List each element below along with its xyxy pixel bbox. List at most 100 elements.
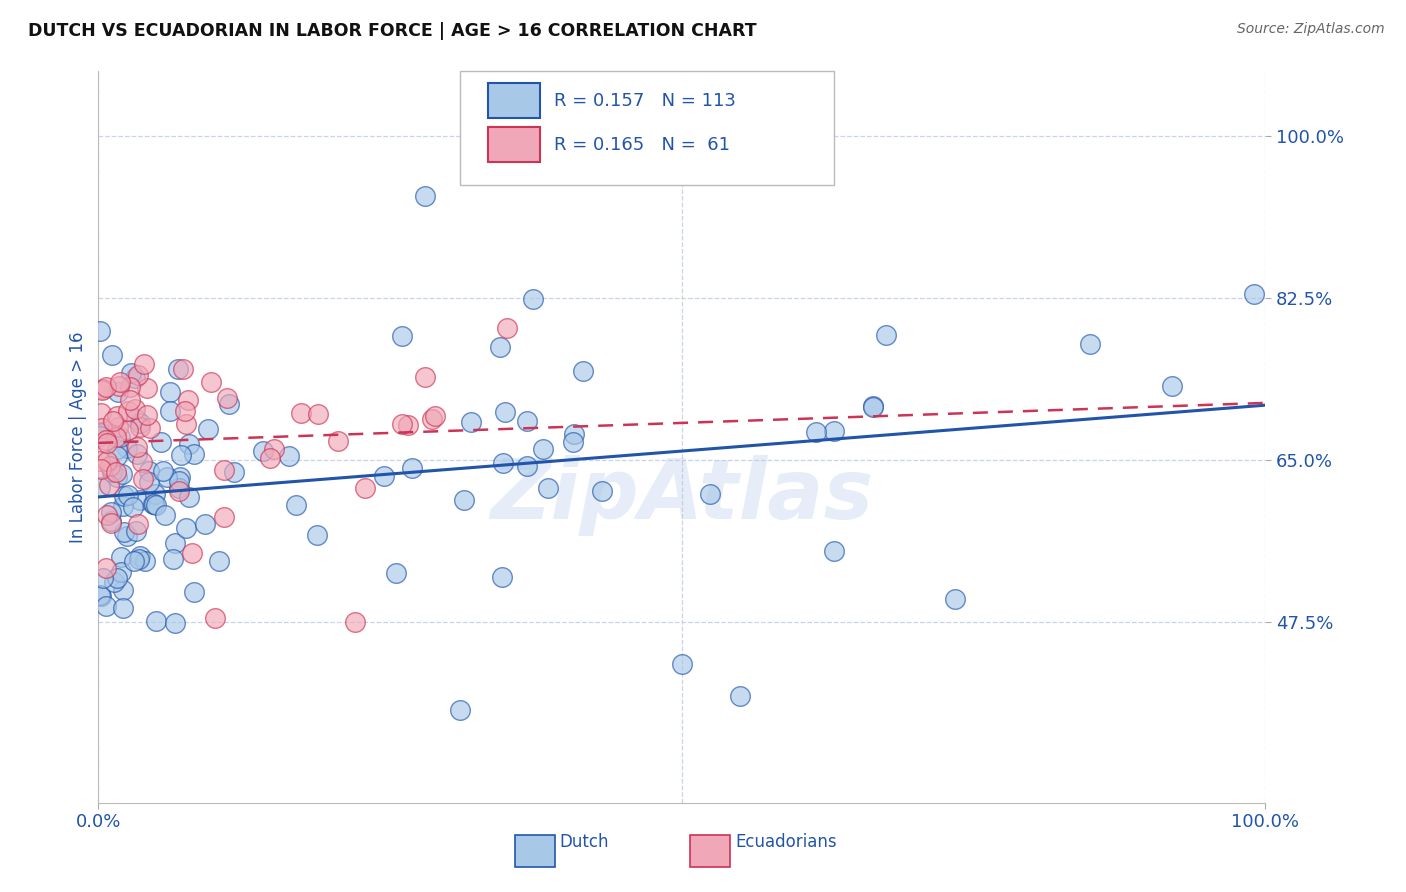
Point [103,575,125,590]
FancyBboxPatch shape [460,71,834,185]
Point [391,329,413,343]
Point [224,465,246,479]
Point [101,463,124,477]
Point [174,520,197,534]
Point [494,405,516,419]
Point [177,491,200,505]
Point [449,703,471,717]
Point [259,450,281,465]
Point [453,493,475,508]
Point [194,516,217,531]
Point [671,657,693,671]
Point [875,327,897,342]
Point [354,481,377,495]
Point [100,466,122,480]
Point [149,434,172,449]
Point [572,364,595,378]
Point [307,407,329,421]
Point [110,565,132,579]
Point [167,481,190,495]
Point [139,421,162,435]
Point [562,426,585,441]
Point [174,403,197,417]
Point [391,417,413,431]
Point [110,430,132,444]
Point [118,380,141,394]
Point [129,549,152,564]
Point [420,412,443,426]
Text: R = 0.165   N =  61: R = 0.165 N = 61 [554,136,730,153]
Point [537,482,560,496]
Point [373,469,395,483]
Point [208,554,231,568]
Point [162,552,184,566]
Point [89,454,111,468]
Point [401,461,423,475]
Point [183,447,205,461]
Point [143,497,166,511]
Point [159,384,181,399]
Point [100,514,122,528]
Point [91,382,114,396]
Point [122,554,145,568]
Point [823,424,845,438]
Point [136,381,159,395]
Point [125,524,148,538]
FancyBboxPatch shape [488,83,540,118]
Point [89,324,111,338]
Text: DUTCH VS ECUADORIAN IN LABOR FORCE | AGE > 16 CORRELATION CHART: DUTCH VS ECUADORIAN IN LABOR FORCE | AGE… [28,22,756,40]
Point [112,489,135,503]
Point [125,412,148,426]
Point [107,384,129,399]
Y-axis label: In Labor Force | Age > 16: In Labor Force | Age > 16 [69,331,87,543]
Point [89,588,111,602]
Point [120,366,142,380]
Point [156,469,179,483]
Point [91,571,114,585]
Point [214,510,236,524]
Point [163,535,186,549]
Point [118,392,141,407]
Point [167,484,190,499]
Point [90,421,112,435]
Point [396,417,419,432]
Point [127,368,149,382]
Point [132,472,155,486]
Point [862,400,884,414]
Point [117,442,139,456]
Point [110,467,132,481]
Point [100,504,122,518]
Point [124,371,146,385]
Point [110,549,132,564]
Point [145,498,167,512]
Point [90,425,112,440]
Point [413,370,436,384]
Point [143,487,166,501]
Point [128,552,150,566]
Point [105,409,128,423]
Point [591,483,613,498]
Text: R = 0.157   N = 113: R = 0.157 N = 113 [554,92,735,110]
Point [107,420,129,434]
Point [105,470,128,484]
Point [170,448,193,462]
Point [127,440,149,454]
Point [115,529,138,543]
Point [177,392,200,407]
Point [94,560,117,574]
Point [328,434,350,448]
Point [1243,286,1265,301]
Point [285,499,308,513]
Point [94,599,117,614]
Text: Source: ZipAtlas.com: Source: ZipAtlas.com [1237,22,1385,37]
Point [516,458,538,473]
Point [100,348,122,362]
Point [204,610,226,624]
Point [124,402,146,417]
Point [89,429,111,443]
Point [943,592,966,607]
Point [111,600,134,615]
Point [344,615,367,630]
Point [488,341,510,355]
Point [177,437,200,451]
